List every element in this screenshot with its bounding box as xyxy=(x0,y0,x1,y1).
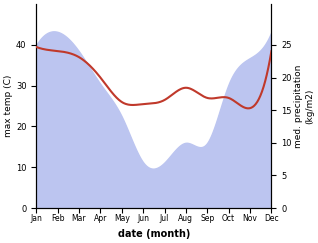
Y-axis label: med. precipitation
(kg/m2): med. precipitation (kg/m2) xyxy=(294,64,314,148)
X-axis label: date (month): date (month) xyxy=(118,229,190,239)
Y-axis label: max temp (C): max temp (C) xyxy=(4,75,13,137)
